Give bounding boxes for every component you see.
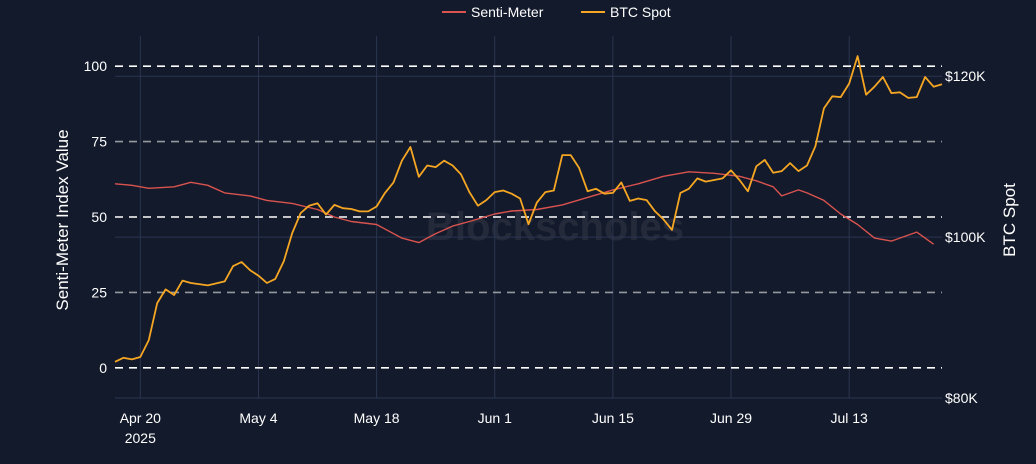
y-left-tick-label: 75 xyxy=(91,134,107,150)
y-right-tick-label: $120K xyxy=(945,68,986,84)
grid xyxy=(115,36,942,399)
btc-spot-line xyxy=(114,55,943,363)
legend-label: BTC Spot xyxy=(610,4,671,20)
legend-label: Senti-Meter xyxy=(471,4,544,20)
x-tick-label: May 18 xyxy=(354,410,400,426)
x-tick-label: May 4 xyxy=(239,410,277,426)
legend-item[interactable]: BTC Spot xyxy=(581,4,671,20)
legend-item[interactable]: Senti-Meter xyxy=(442,4,544,20)
x-tick-label: Jun 15 xyxy=(592,410,634,426)
y-right-tick-label: $80K xyxy=(945,390,978,406)
y-left-tick-label: 25 xyxy=(91,284,107,300)
senti-meter-line xyxy=(114,171,935,245)
y-right-axis-title: BTC Spot xyxy=(1000,183,1019,257)
y-left-tick-label: 0 xyxy=(99,360,107,376)
x-tick-label: Jul 13 xyxy=(830,410,868,426)
y-left-tick-label: 100 xyxy=(84,58,108,74)
y-left-tick-label: 50 xyxy=(91,209,107,225)
y-left-axis-title: Senti-Meter Index Value xyxy=(53,129,72,310)
axes: Apr 20 2025 May 4 May 18 Jun 1 Jun 15 Jun 29 Ju… xyxy=(84,58,987,446)
x-tick-label: Jun 29 xyxy=(710,410,752,426)
x-tick-label: Apr 20 xyxy=(120,410,161,426)
x-tick-sublabel: 2025 xyxy=(125,430,156,446)
series-lines xyxy=(114,55,943,363)
x-tick-label: Jun 1 xyxy=(478,410,512,426)
legend[interactable]: Senti-Meter BTC Spot xyxy=(442,4,671,20)
y-right-tick-label: $100K xyxy=(945,229,986,245)
watermark: Blockscholes xyxy=(426,205,684,249)
